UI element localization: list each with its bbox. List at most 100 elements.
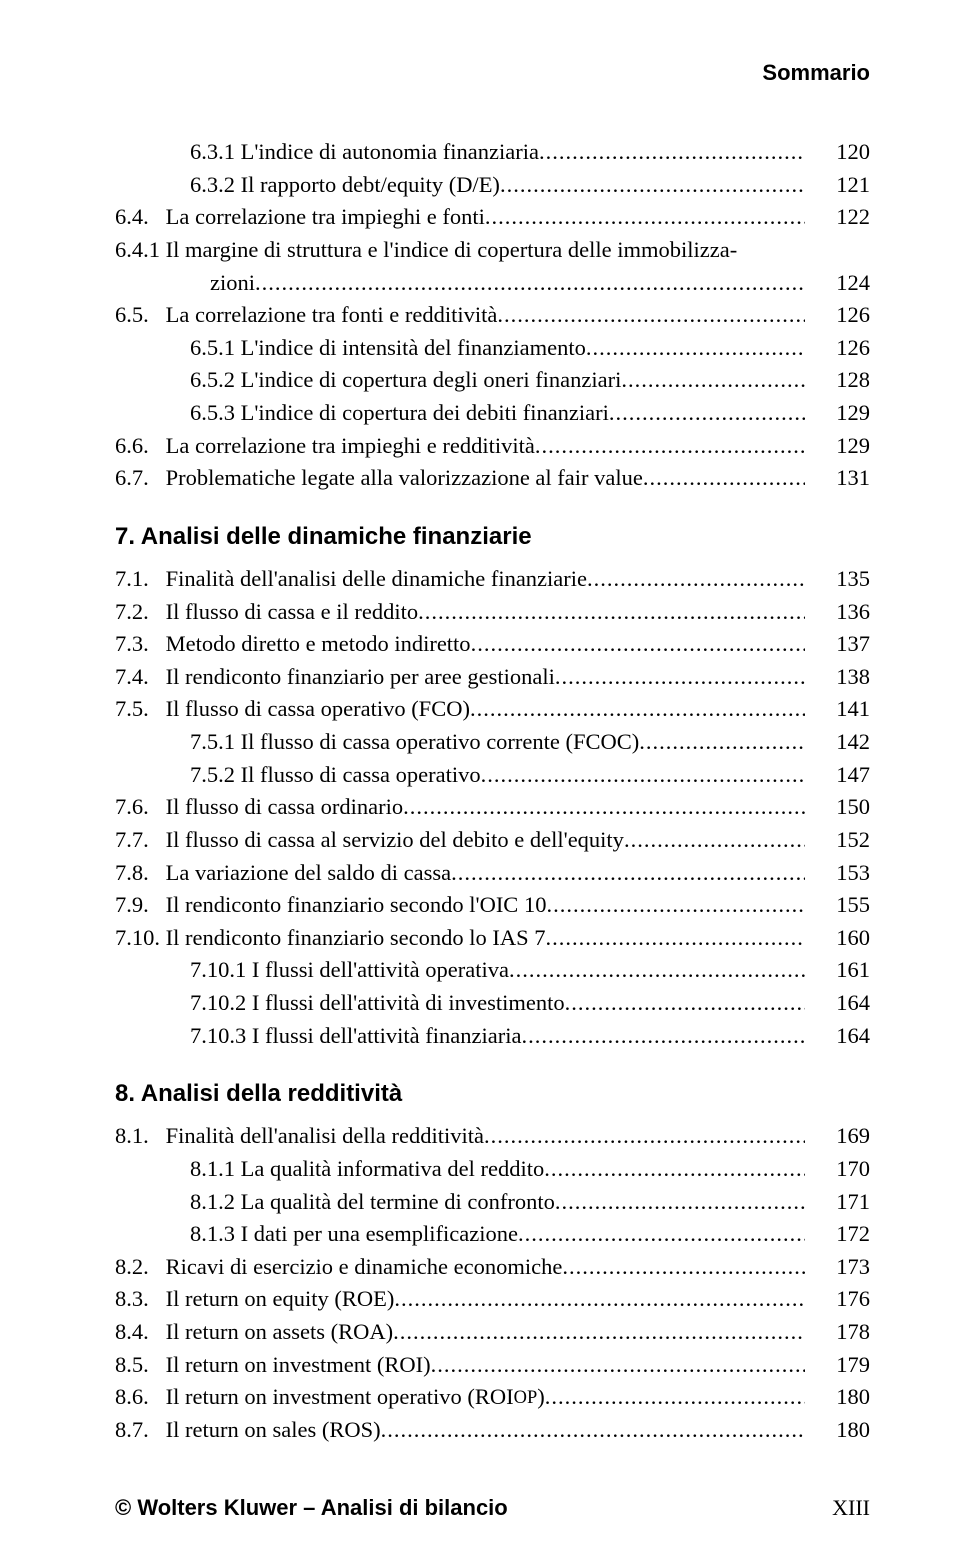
toc-leader xyxy=(545,1381,805,1414)
toc-entry: 6.4. La correlazione tra impieghi e font… xyxy=(115,201,870,234)
toc-entry: 7.5.1 Il flusso di cassa operativo corre… xyxy=(115,726,870,759)
toc-entry-title: L'indice di copertura dei debiti finanzi… xyxy=(235,397,609,430)
toc-entry-title: Il margine di struttura e l'indice di co… xyxy=(166,234,738,267)
toc-entry: 8.5. Il return on investment (ROI)179 xyxy=(115,1349,870,1382)
toc-entry-page: 173 xyxy=(805,1251,870,1284)
toc-entry: 7.6. Il flusso di cassa ordinario 150 xyxy=(115,791,870,824)
toc-entry-page: 142 xyxy=(805,726,870,759)
toc-entry-title: Il flusso di cassa ordinario xyxy=(166,791,403,824)
toc-leader xyxy=(565,987,805,1020)
toc-entry: 8.3. Il return on equity (ROE)176 xyxy=(115,1283,870,1316)
toc-entry: 7.4. Il rendiconto finanziario per aree … xyxy=(115,661,870,694)
toc-entry: 6.4.1 Il margine di struttura e l'indice… xyxy=(115,234,870,267)
toc-entry-title: La correlazione tra impieghi e fonti xyxy=(166,201,485,234)
toc-entry: 8.4. Il return on assets (ROA)178 xyxy=(115,1316,870,1349)
toc-entry: 7.10.2 I flussi dell'attività di investi… xyxy=(115,987,870,1020)
toc-entry-page: 138 xyxy=(805,661,870,694)
toc-leader xyxy=(381,1414,805,1447)
toc-entry: 6.5.3 L'indice di copertura dei debiti f… xyxy=(115,397,870,430)
toc-entry-number: 7.1. xyxy=(115,563,166,596)
toc-entry-page: 172 xyxy=(805,1218,870,1251)
toc-entry-number: 7.4. xyxy=(115,661,166,694)
toc-entry-number: 7.5. xyxy=(115,693,166,726)
toc-entry-number: 7.10.3 xyxy=(190,1020,246,1053)
toc-entry-page: 161 xyxy=(805,954,870,987)
toc-leader xyxy=(393,1316,805,1349)
toc-entry-number: 6.5.2 xyxy=(190,364,235,397)
toc-entry: 8.6. Il return on investment operativo (… xyxy=(115,1381,870,1414)
toc-entry-number: 7.8. xyxy=(115,857,166,890)
toc-entry-page: 124 xyxy=(805,267,870,300)
toc-entry: 6.3.1 L'indice di autonomia finanziaria1… xyxy=(115,136,870,169)
toc-leader xyxy=(544,1153,805,1186)
toc-entry: 6.7. Problematiche legate alla valorizza… xyxy=(115,462,870,495)
toc-entry-title: Il flusso di cassa operativo xyxy=(235,759,481,792)
toc-entry-number: 8.1. xyxy=(115,1120,166,1153)
toc-leader xyxy=(518,1218,805,1251)
toc-entry-number: 6.5.3 xyxy=(190,397,235,430)
toc-entry-page: 136 xyxy=(805,596,870,629)
toc-entry-number: 7.6. xyxy=(115,791,166,824)
toc-entry-title: Ricavi di esercizio e dinamiche economic… xyxy=(166,1251,563,1284)
toc-entry-title: Problematiche legate alla valorizzazione… xyxy=(166,462,643,495)
toc-entry: 7.5. Il flusso di cassa operativo (FCO) 1… xyxy=(115,693,870,726)
toc-entry-page: 179 xyxy=(805,1349,870,1382)
toc-leader xyxy=(471,628,805,661)
toc-entry: 6.3.2 Il rapporto debt/equity (D/E)121 xyxy=(115,169,870,202)
toc-entry-title: La correlazione tra fonti e redditività xyxy=(166,299,498,332)
toc-leader xyxy=(621,364,805,397)
toc-entry-page: 152 xyxy=(805,824,870,857)
toc-entry-number: 7.10.2 xyxy=(190,987,246,1020)
toc-entry-title: Il flusso di cassa operativo (FCO) xyxy=(166,693,470,726)
toc-entry-page: 141 xyxy=(805,693,870,726)
toc-entry: 8.1.2 La qualità del termine di confront… xyxy=(115,1186,870,1219)
toc-leader xyxy=(484,1120,805,1153)
toc-entry-number: 8.7. xyxy=(115,1414,166,1447)
toc-leader xyxy=(394,1283,805,1316)
toc-entry: 7.8. La variazione del saldo di cassa153 xyxy=(115,857,870,890)
toc-entry-number: 6.5. xyxy=(115,299,166,332)
toc-leader xyxy=(418,596,805,629)
toc-entry-page: 164 xyxy=(805,987,870,1020)
toc-entry-page: 160 xyxy=(805,922,870,955)
toc-entry: 7.5.2 Il flusso di cassa operativo147 xyxy=(115,759,870,792)
toc-entry: 7.2. Il flusso di cassa e il reddito136 xyxy=(115,596,870,629)
toc-entry-number: 6.6. xyxy=(115,430,166,463)
toc-entry: 8.7. Il return on sales (ROS)180 xyxy=(115,1414,870,1447)
toc-entry-page: 169 xyxy=(805,1120,870,1153)
toc-entry-page: 128 xyxy=(805,364,870,397)
toc-leader xyxy=(587,563,805,596)
toc-leader xyxy=(624,824,805,857)
footer-credit: © Wolters Kluwer – Analisi di bilancio xyxy=(115,1495,508,1521)
toc-entry-page: 121 xyxy=(805,169,870,202)
toc-leader xyxy=(431,1349,805,1382)
chapter-heading: 8. Analisi della redditività xyxy=(115,1080,870,1108)
toc-entry-number: 7.7. xyxy=(115,824,166,857)
toc-entry-title: Il rendiconto finanziario secondo l'OIC … xyxy=(166,889,547,922)
toc-entry-number: 7.9. xyxy=(115,889,166,922)
toc-entry-page: 150 xyxy=(805,791,870,824)
toc-entry: 8.1.3 I dati per una esemplificazione172 xyxy=(115,1218,870,1251)
toc-entry-title: zioni xyxy=(210,267,255,300)
page-footer: © Wolters Kluwer – Analisi di bilancio X… xyxy=(115,1495,870,1521)
toc-entry: 8.2. Ricavi di esercizio e dinamiche eco… xyxy=(115,1251,870,1284)
toc-leader xyxy=(586,332,805,365)
toc-entry-number: 8.1.2 xyxy=(190,1186,235,1219)
toc-entry-page: 120 xyxy=(805,136,870,169)
page-folio: XIII xyxy=(832,1495,870,1521)
toc-entry: 7.1. Finalità dell'analisi delle dinamic… xyxy=(115,563,870,596)
toc-leader xyxy=(451,857,805,890)
toc-entry-page: 126 xyxy=(805,332,870,365)
toc-leader xyxy=(481,759,805,792)
toc-entry-number: 8.3. xyxy=(115,1283,166,1316)
toc-entry-page: 170 xyxy=(805,1153,870,1186)
toc-entry: 6.5.2 L'indice di copertura degli oneri … xyxy=(115,364,870,397)
running-head: Sommario xyxy=(115,60,870,86)
toc-entry-number: 6.3.2 xyxy=(190,169,235,202)
toc-entry: 7.7. Il flusso di cassa al servizio del … xyxy=(115,824,870,857)
toc-entry-number: 8.6. xyxy=(115,1381,166,1414)
toc-entry-number: 6.4. xyxy=(115,201,166,234)
toc-entry-title: L'indice di intensità del finanziamento xyxy=(235,332,586,365)
toc-entry-title: L'indice di copertura degli oneri finanz… xyxy=(235,364,621,397)
toc-entry-number: 7.2. xyxy=(115,596,166,629)
